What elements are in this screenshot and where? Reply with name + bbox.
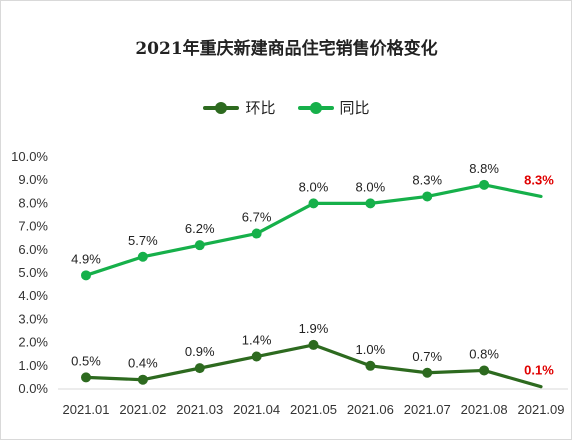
data-point-mom [479, 365, 490, 376]
data-label-mom: 0.4% [128, 356, 158, 371]
data-label-mom: 0.7% [412, 349, 442, 364]
legend-swatch-mom [203, 101, 240, 114]
legend-label-mom: 环比 [245, 99, 276, 117]
data-point-yoy [422, 191, 433, 202]
data-label-yoy: 8.0% [299, 179, 329, 194]
y-tick-label: 9.0% [18, 172, 48, 187]
data-point-mom [137, 374, 148, 385]
y-tick-label: 0.0% [18, 381, 48, 396]
x-tick-label: 2021.08 [461, 402, 508, 417]
y-tick-label: 6.0% [18, 242, 48, 257]
data-point-yoy [194, 240, 205, 251]
data-point-mom [194, 363, 205, 374]
data-point-yoy [137, 251, 148, 262]
x-tick-label: 2021.09 [518, 402, 565, 417]
y-tick-label: 2.0% [18, 335, 48, 350]
data-point-yoy [81, 270, 91, 281]
x-tick-label: 2021.07 [404, 402, 451, 417]
x-tick-label: 2021.04 [233, 402, 280, 417]
data-label-yoy: 5.7% [128, 233, 158, 248]
y-tick-label: 4.0% [18, 288, 48, 303]
data-point-mom [365, 360, 376, 371]
y-tick-label: 7.0% [18, 219, 48, 234]
y-tick-label: 5.0% [18, 265, 48, 280]
data-label-mom: 0.1% [524, 363, 554, 378]
x-tick-label: 2021.02 [119, 402, 166, 417]
data-label-yoy: 4.9% [71, 251, 101, 266]
data-point-yoy [308, 198, 319, 209]
legend-item-mom: 环比 [203, 97, 276, 118]
data-point-mom [308, 339, 319, 350]
legend-label-yoy: 同比 [339, 99, 370, 117]
data-label-yoy: 8.0% [356, 179, 386, 194]
chart-title: 2021年重庆新建商品住宅销售价格变化 [135, 39, 438, 59]
data-point-yoy [365, 198, 376, 209]
y-tick-label: 8.0% [18, 195, 48, 210]
legend: 环比 同比 [0, 97, 573, 118]
x-tick-label: 2021.05 [290, 402, 337, 417]
data-label-mom: 0.8% [469, 346, 499, 361]
data-point-mom [81, 372, 91, 383]
data-point-yoy [479, 179, 490, 190]
x-tick-label: 2021.01 [63, 402, 110, 417]
data-label-yoy: 8.3% [412, 172, 442, 187]
y-tick-label: 1.0% [18, 358, 48, 373]
legend-item-yoy: 同比 [297, 97, 370, 118]
y-tick-label: 3.0% [18, 311, 48, 326]
data-label-yoy: 6.2% [185, 221, 215, 236]
data-label-yoy: 6.7% [242, 210, 272, 225]
data-label-mom: 1.4% [242, 333, 272, 348]
x-tick-label: 2021.06 [347, 402, 394, 417]
data-label-mom: 1.0% [356, 342, 386, 357]
data-label-mom: 0.9% [185, 344, 215, 359]
data-label-mom: 0.5% [71, 353, 101, 368]
data-point-yoy [251, 228, 262, 239]
data-point-mom [422, 367, 433, 378]
legend-swatch-yoy [297, 101, 334, 114]
data-label-mom: 1.9% [299, 321, 329, 336]
x-tick-label: 2021.03 [176, 402, 223, 417]
data-point-mom [251, 351, 262, 362]
data-label-yoy: 8.3% [524, 172, 554, 187]
y-tick-label: 10.0% [11, 149, 48, 164]
data-label-yoy: 8.8% [469, 161, 499, 176]
